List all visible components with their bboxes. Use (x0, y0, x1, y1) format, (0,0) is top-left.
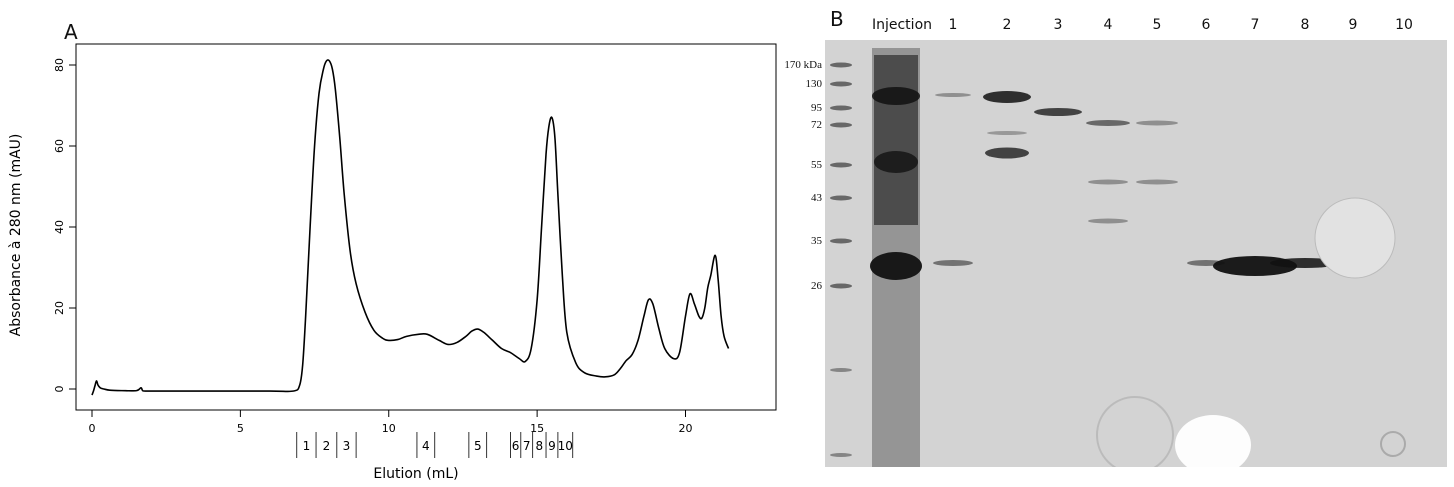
gel-artifact (1314, 197, 1396, 279)
gel-lane-label: 4 (1103, 17, 1113, 33)
x-tick-label: 20 (679, 422, 693, 435)
fraction-label: 4 (422, 439, 430, 453)
fraction-label: 9 (548, 439, 556, 453)
x-tick-label: 15 (530, 422, 544, 435)
ladder-band (830, 81, 852, 87)
injection-smear (874, 55, 918, 225)
ladder-band (830, 105, 852, 111)
sds-page-gel (825, 40, 1447, 467)
y-tick-label: 60 (53, 139, 66, 153)
absorbance-trace (91, 59, 730, 396)
ladder-band (830, 238, 852, 244)
ladder-band (830, 368, 852, 372)
mw-marker-label: 170 kDa (784, 59, 822, 71)
gel-band (985, 147, 1029, 159)
mw-marker-label: 35 (811, 235, 822, 247)
gel-band (1136, 120, 1178, 126)
x-axis-label: Elution (mL) (373, 466, 458, 482)
ladder-band (830, 283, 852, 289)
fraction-label: 2 (323, 439, 331, 453)
gel-lane-label: 8 (1300, 17, 1310, 33)
y-axis-label: Absorbance à 280 nm (mAU) (8, 134, 24, 337)
fraction-label: 3 (343, 439, 351, 453)
gel-band (1088, 179, 1128, 185)
fraction-label: 5 (474, 439, 482, 453)
fraction-label: 8 (536, 439, 544, 453)
mw-marker-label: 55 (811, 159, 822, 171)
gel-lane-label: 3 (1053, 17, 1063, 33)
gel-band (1034, 108, 1082, 116)
fraction-label: 6 (512, 439, 520, 453)
x-tick-label: 0 (89, 422, 96, 435)
x-tick-label: 10 (382, 422, 396, 435)
gel-band (987, 131, 1027, 135)
panel-b-letter: B (830, 7, 844, 31)
gel-artifact (1380, 431, 1406, 457)
y-tick-label: 80 (53, 58, 66, 72)
mw-marker-label: 72 (811, 119, 822, 131)
gel-band (1136, 179, 1178, 185)
injection-band (874, 151, 918, 173)
gel-band (935, 93, 971, 97)
gel-lane-label: 5 (1152, 17, 1162, 33)
mw-marker-label: 43 (811, 192, 822, 204)
gel-lane-label: 1 (948, 17, 958, 33)
mw-marker-label: 130 (805, 78, 823, 90)
ladder-band (830, 195, 852, 201)
gel-artifact (1096, 396, 1174, 467)
ladder-band (830, 162, 852, 168)
gel-lane-label: 7 (1250, 17, 1260, 33)
gel-lane-label: 10 (1395, 17, 1413, 33)
gel-lane-label: 2 (1002, 17, 1012, 33)
y-tick-label: 40 (53, 220, 66, 234)
y-tick-label: 0 (53, 386, 66, 393)
ladder-band (830, 62, 852, 68)
x-tick-label: 5 (237, 422, 244, 435)
gel-band (1086, 120, 1130, 126)
gel-lane-label: 9 (1348, 17, 1358, 33)
y-tick-label: 20 (53, 301, 66, 315)
fraction-label: 10 (558, 439, 573, 453)
ladder-band (830, 122, 852, 128)
fraction-label: 1 (303, 439, 311, 453)
gel-artifact (1175, 415, 1251, 467)
injection-band (872, 87, 920, 105)
gel-band (933, 260, 973, 266)
mw-marker-label: 95 (811, 102, 822, 114)
panel-a-letter: A (64, 20, 78, 44)
ladder-band (830, 453, 852, 457)
gel-lane-label: 6 (1201, 17, 1211, 33)
plot-frame (75, 43, 777, 411)
gel-lane-label: Injection (871, 17, 933, 33)
injection-band (870, 252, 922, 280)
gel-band (983, 91, 1031, 103)
gel-band (1088, 218, 1128, 224)
fraction-label: 7 (523, 439, 531, 453)
mw-marker-label: 26 (811, 280, 822, 292)
